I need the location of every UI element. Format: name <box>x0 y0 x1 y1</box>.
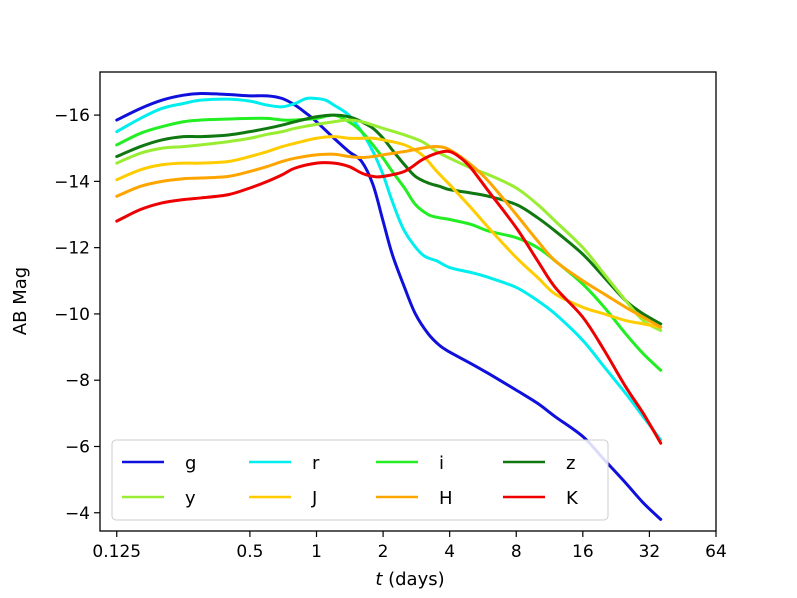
series-line-K <box>115 149 663 445</box>
x-tick-label: 2 <box>378 542 389 562</box>
legend-label-g: g <box>185 453 196 474</box>
series-line-z <box>115 113 663 326</box>
legend-label-r: r <box>312 453 320 474</box>
y-axis-label: AB Mag <box>10 267 31 335</box>
plot-lines <box>115 92 663 521</box>
y-tick-label: −4 <box>65 504 90 524</box>
series-line-r <box>115 96 663 442</box>
y-axis: −16 −14 −12 −10 −8 −6 −4 <box>54 106 100 524</box>
x-tick-label: 0.5 <box>236 542 263 562</box>
x-tick-label: 64 <box>705 542 727 562</box>
legend-label-H: H <box>439 488 453 509</box>
x-tick-label: 16 <box>572 542 594 562</box>
series-line-g <box>115 92 663 521</box>
plot-frame <box>99 71 717 532</box>
x-tick-label: 4 <box>444 542 455 562</box>
series-line-y <box>115 118 663 332</box>
legend-label-z: z <box>566 453 575 474</box>
legend-label-y: y <box>185 488 196 509</box>
series-line-H <box>115 145 663 329</box>
legend-label-J: J <box>311 488 317 509</box>
x-tick-label: 1 <box>311 542 322 562</box>
x-tick-label: 32 <box>639 542 661 562</box>
y-tick-label: −16 <box>54 106 90 126</box>
legend-label-i: i <box>439 453 444 474</box>
y-tick-label: −6 <box>65 437 90 457</box>
y-tick-label: −12 <box>54 239 90 259</box>
legend-box <box>111 439 609 521</box>
legend-label-K: K <box>566 488 579 509</box>
x-axis-label: t (days) <box>375 569 444 590</box>
y-tick-label: −10 <box>54 305 90 325</box>
x-tick-label: 8 <box>511 542 522 562</box>
y-tick-label: −8 <box>65 371 90 391</box>
series-line-J <box>115 135 663 329</box>
y-tick-label: −14 <box>54 172 90 192</box>
x-tick-label: 0.125 <box>92 542 141 562</box>
x-axis: 0.125 0.5 1 2 4 8 16 32 64 <box>92 531 727 562</box>
legend: g r i z y J H K <box>111 439 609 521</box>
